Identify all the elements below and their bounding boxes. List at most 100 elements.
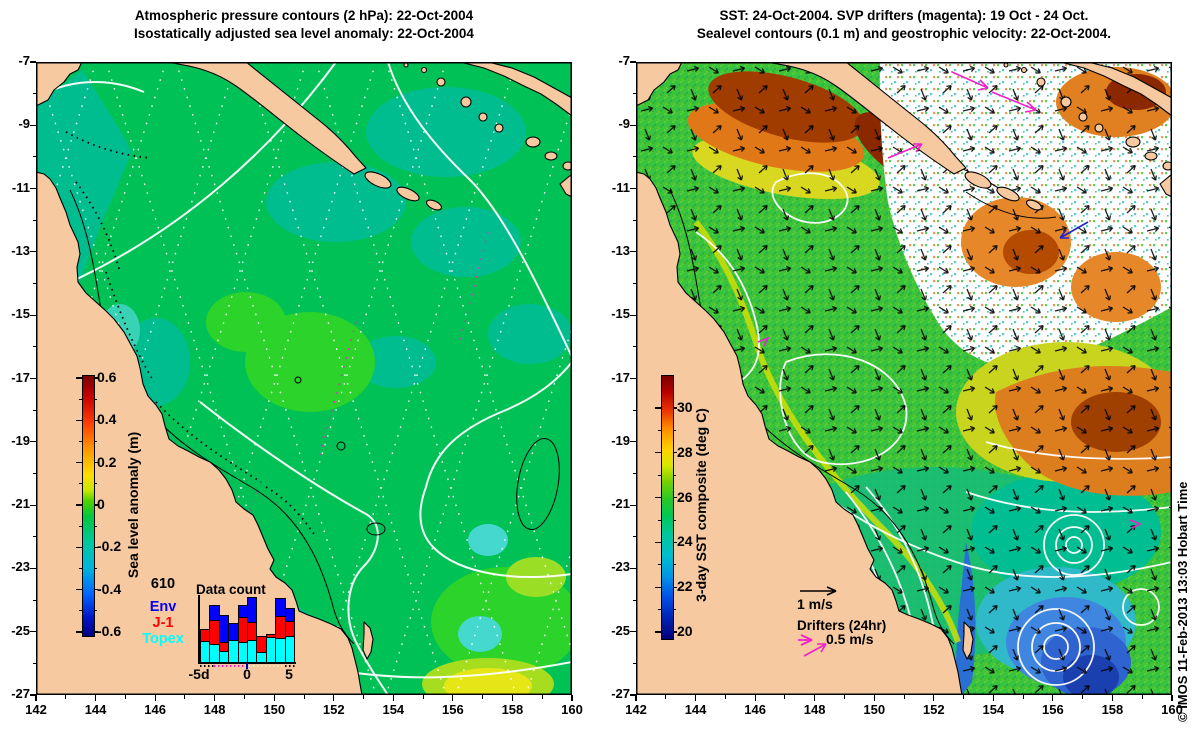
lat-minor-tick: [632, 599, 636, 601]
sla-colorbar-label: Sea level anomaly (m): [124, 431, 141, 579]
lon-minor-tick: [303, 695, 305, 699]
lon-major-tick: [511, 695, 514, 701]
lon-minor-tick: [784, 695, 786, 699]
lon-major-tick: [754, 695, 756, 701]
lon-minor-tick: [1141, 695, 1143, 699]
colorbar-tick-label: -0.6: [97, 622, 122, 639]
histogram-xtick-0: 0: [243, 666, 251, 682]
colorbar-tick: [76, 377, 82, 379]
lat-minor-tick: [632, 93, 636, 95]
colorbar-tick: [655, 586, 661, 588]
lat-major-tick: [630, 314, 636, 316]
lon-tick-label: 142: [625, 702, 647, 717]
velocity-scale-arrow-icon: [800, 586, 837, 596]
colorbar-tick-label: 28: [677, 443, 693, 460]
lon-major-tick: [333, 695, 335, 701]
lat-tick-label: -7: [18, 53, 30, 68]
lat-tick-label: -23: [611, 559, 630, 575]
colorbar-tick: [655, 407, 661, 409]
colorbar-tick: [673, 541, 677, 543]
legend-j1: J-1: [152, 615, 174, 631]
lon-tick-label: 148: [203, 702, 226, 717]
colorbar-tick-label: -0.2: [97, 538, 122, 555]
colorbar-tick-label: 0.6: [97, 369, 117, 385]
colorbar-tick-label: 26: [677, 488, 693, 505]
lat-minor-tick: [32, 346, 36, 348]
lon-minor-tick: [665, 695, 667, 699]
lat-minor-tick: [632, 472, 636, 474]
lat-minor-tick: [32, 93, 36, 95]
colorbar-tick: [94, 377, 98, 379]
colorbar-minor-tick: [673, 519, 676, 521]
lat-tick-label: -27: [611, 686, 630, 701]
lat-tick-label: -11: [611, 179, 630, 195]
lat-major-tick: [630, 441, 636, 443]
lon-tick-label: 150: [263, 702, 286, 717]
lat-tick-label: -25: [611, 622, 630, 638]
colorbar-tick-label: 0.2: [97, 453, 117, 470]
lat-tick-label: -25: [11, 622, 30, 638]
colorbar-minor-tick: [94, 440, 97, 442]
svp-drifter-tracks: [757, 71, 1142, 657]
lat-major-tick: [30, 314, 36, 316]
lat-tick-label: -17: [11, 369, 30, 385]
lon-major-tick: [933, 695, 935, 701]
lon-tick-label: 142: [25, 702, 47, 717]
lon-minor-tick: [541, 695, 543, 699]
lat-tick-label: -9: [18, 116, 30, 132]
colorbar-minor-tick: [673, 609, 676, 611]
timeline-dots-magenta: [214, 665, 249, 667]
lat-tick-label: -19: [611, 432, 630, 448]
colorbar-tick: [94, 462, 98, 464]
lat-tick-label: -11: [11, 179, 30, 195]
left-title-line2: Isostatically adjusted sea level anomaly…: [134, 26, 474, 41]
lon-tick-label: 160: [1161, 702, 1183, 717]
colorbar-minor-tick: [673, 474, 676, 476]
lat-minor-tick: [632, 156, 636, 158]
timeline-dots-cream: [249, 665, 285, 667]
lon-major-tick: [635, 695, 637, 701]
colorbar-minor-tick: [78, 525, 82, 527]
lat-major-tick: [630, 61, 636, 63]
lat-tick-label: -21: [611, 496, 630, 512]
lat-tick-label: -13: [11, 242, 30, 258]
lat-minor-tick: [32, 599, 36, 601]
colorbar-minor-tick: [657, 564, 661, 566]
lon-minor-tick: [422, 695, 424, 699]
shelf-and-reef-contours: [65, 131, 560, 645]
histogram-bar-segment: [275, 598, 286, 617]
colorbar-tick-label: 30: [677, 399, 693, 415]
histogram-bar-segment: [284, 621, 295, 637]
lat-major-tick: [630, 377, 636, 380]
colorbar-tick: [673, 452, 677, 454]
colorbar-tick: [76, 631, 82, 633]
lon-minor-tick: [903, 695, 905, 699]
lon-minor-tick: [124, 695, 126, 699]
right-map-sst: [636, 62, 1172, 695]
legend-topex: Topex: [142, 631, 184, 647]
lat-major-tick: [630, 694, 636, 696]
histogram-xtick-5: 5: [285, 666, 293, 682]
colorbar-tick: [94, 504, 98, 506]
colorbar-tick: [76, 419, 82, 421]
drifters-legend-label: Drifters (24hr): [797, 618, 887, 633]
colorbar-tick: [655, 497, 661, 499]
colorbar-minor-tick: [78, 483, 82, 485]
lon-minor-tick: [482, 695, 484, 699]
colorbar-tick: [76, 504, 82, 506]
colorbar-minor-tick: [94, 610, 97, 612]
lat-minor-tick: [32, 283, 36, 285]
lat-major-tick: [30, 61, 36, 63]
lon-major-tick: [214, 695, 216, 701]
copyright-watermark: © IMOS 11-Feb-2013 13:03 Hobart Time: [1175, 481, 1190, 722]
lon-tick-label: 146: [144, 702, 166, 717]
histogram-zero-marker: [246, 661, 248, 669]
colorbar-minor-tick: [94, 567, 97, 569]
left-panel-frame: [36, 62, 572, 695]
left-title-line1: Atmospheric pressure contours (2 hPa): 2…: [134, 8, 474, 23]
lon-major-tick: [1111, 695, 1114, 701]
lat-major-tick: [30, 188, 36, 190]
lon-minor-tick: [243, 695, 245, 699]
lat-major-tick: [630, 124, 636, 126]
lat-minor-tick: [632, 283, 636, 285]
